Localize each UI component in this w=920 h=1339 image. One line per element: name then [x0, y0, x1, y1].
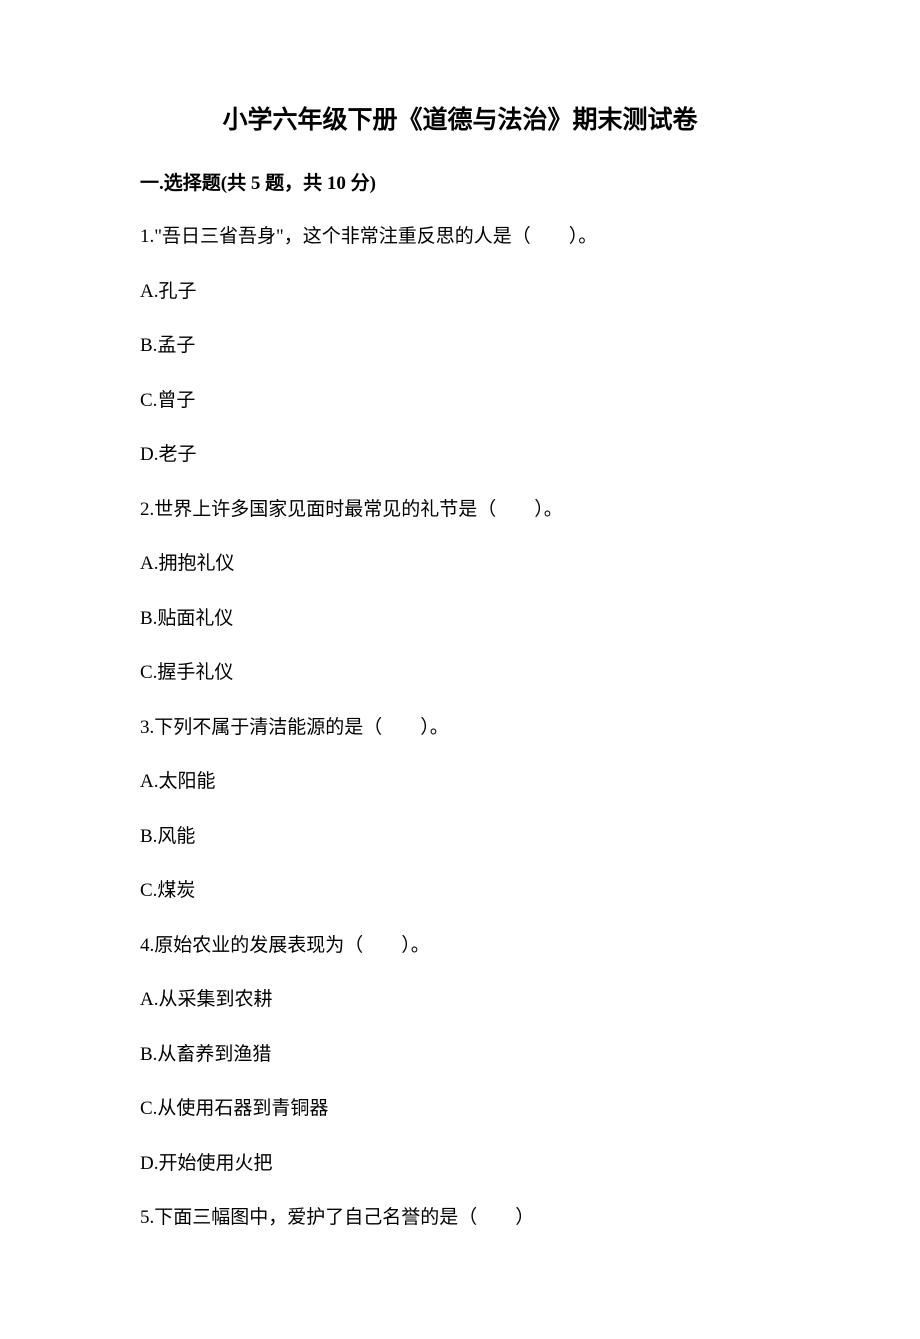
question-2-option-c: C.握手礼仪	[140, 659, 780, 688]
question-5-text: 5.下面三幅图中，爱护了自己名誉的是（ ）	[140, 1204, 780, 1233]
question-2-option-a: A.拥抱礼仪	[140, 550, 780, 579]
section-header: 一.选择题(共 5 题，共 10 分)	[140, 168, 780, 195]
question-4-option-b: B.从畜养到渔猎	[140, 1041, 780, 1070]
question-4-option-c: C.从使用石器到青铜器	[140, 1095, 780, 1124]
question-4-option-d: D.开始使用火把	[140, 1150, 780, 1179]
question-2-option-b: B.贴面礼仪	[140, 605, 780, 634]
question-1-option-d: D.老子	[140, 441, 780, 470]
question-3-text: 3.下列不属于清洁能源的是（ ）。	[140, 714, 780, 743]
question-1-option-b: B.孟子	[140, 332, 780, 361]
question-1-option-a: A.孔子	[140, 278, 780, 307]
question-3-option-c: C.煤炭	[140, 877, 780, 906]
question-2-text: 2.世界上许多国家见面时最常见的礼节是（ ）。	[140, 496, 780, 525]
question-3-option-b: B.风能	[140, 823, 780, 852]
exam-title: 小学六年级下册《道德与法治》期末测试卷	[140, 100, 780, 136]
question-4-text: 4.原始农业的发展表现为（ ）。	[140, 932, 780, 961]
question-1-option-c: C.曾子	[140, 387, 780, 416]
question-1-text: 1."吾日三省吾身"，这个非常注重反思的人是（ ）。	[140, 223, 780, 252]
exam-page: 小学六年级下册《道德与法治》期末测试卷 一.选择题(共 5 题，共 10 分) …	[0, 0, 920, 1339]
question-3-option-a: A.太阳能	[140, 768, 780, 797]
question-4-option-a: A.从采集到农耕	[140, 986, 780, 1015]
